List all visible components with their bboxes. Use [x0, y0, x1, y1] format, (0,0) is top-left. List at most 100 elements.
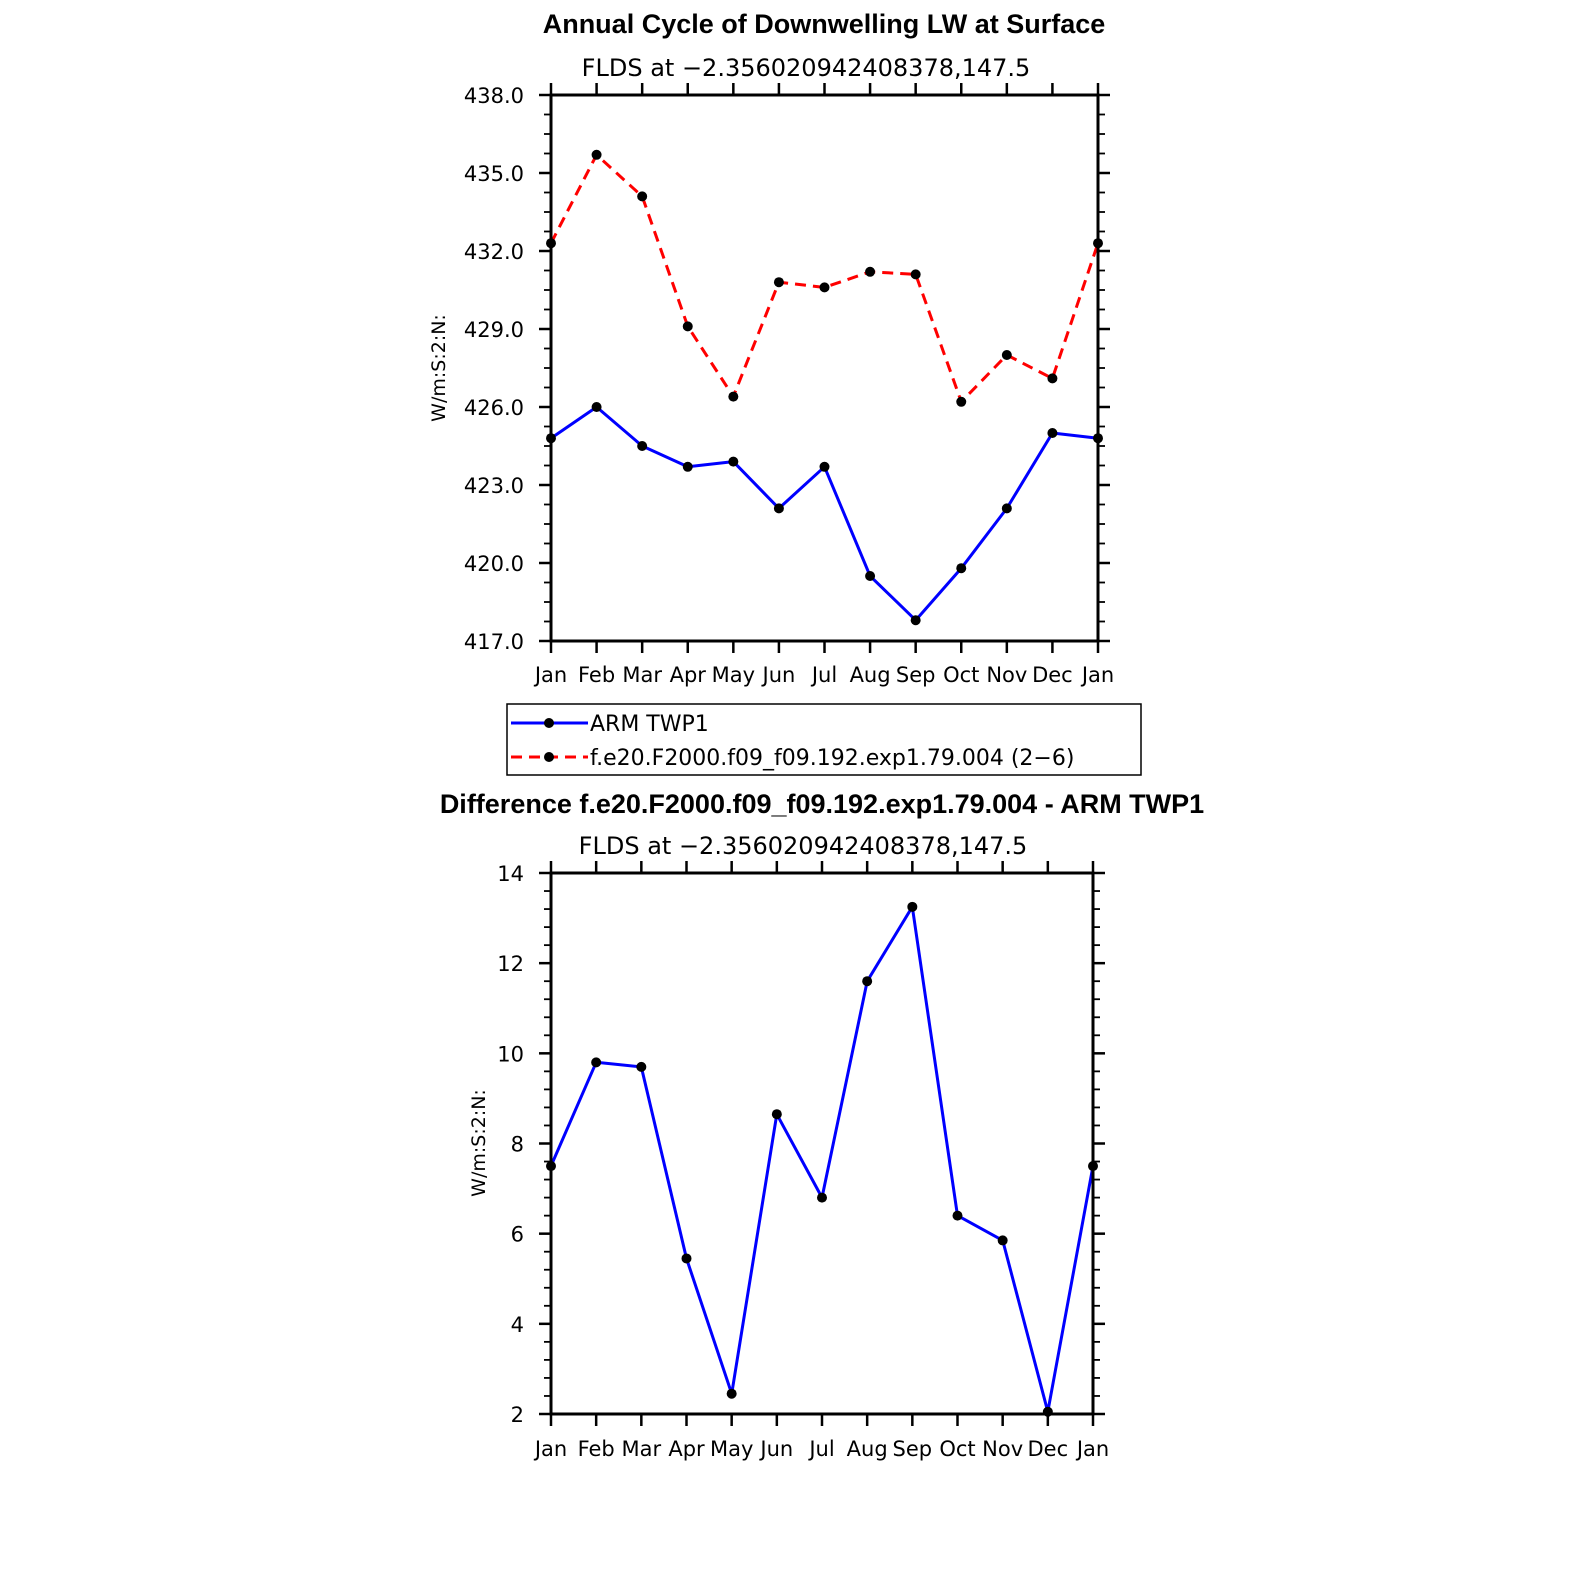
x-tick-label: Dec: [1032, 663, 1073, 687]
y-tick-label: 417.0: [464, 630, 524, 654]
data-point: [910, 269, 921, 280]
y-tick-label: 8: [511, 1133, 524, 1157]
x-tick-label: Jan: [533, 663, 567, 687]
x-tick-label: Aug: [850, 663, 891, 687]
x-tick-labels: Jan Feb Mar Apr May Jun Jul Aug Sep Oct Nov Dec Jan: [533, 1437, 1109, 1461]
x-tick-label: Jun: [758, 1437, 793, 1461]
data-point: [728, 391, 739, 402]
y-tick-label: 2: [511, 1403, 524, 1427]
data-point: [682, 321, 693, 332]
plot-series: [546, 901, 1098, 1417]
data-point: [997, 1235, 1008, 1246]
y-tick-label: 429.0: [464, 318, 524, 342]
legend-marker: [544, 718, 554, 728]
legend-entry-model: f.e20.F2000.f09_f09.192.exp1.79.004 (2−6…: [511, 746, 1074, 771]
x-tick-label: Oct: [943, 663, 979, 687]
data-point: [819, 461, 830, 472]
panel-annual-cycle: Annual Cycle of Downwelling LW at Surfac…: [428, 9, 1142, 776]
x-tick-label: Apr: [670, 663, 707, 687]
x-tick-label: May: [710, 1437, 753, 1461]
data-point: [907, 901, 918, 912]
plot-frame: [549, 871, 1095, 1416]
series-line-0: [550, 405, 1099, 622]
y-tick-label: 10: [497, 1042, 524, 1066]
x-tick-label: Mar: [622, 663, 662, 687]
data-point: [956, 396, 967, 407]
data-point: [1047, 373, 1058, 384]
x-tick-label: Sep: [893, 1437, 933, 1461]
data-point: [681, 1253, 692, 1264]
y-tick-label: 14: [497, 862, 524, 886]
chart-title: Difference f.e20.F2000.f09_f09.192.exp1.…: [440, 789, 1204, 819]
data-point: [682, 461, 693, 472]
data-point: [1047, 428, 1058, 438]
chart-subtitle: FLDS at −2.356020942408378,147.5: [582, 54, 1031, 82]
data-point: [591, 149, 602, 160]
legend-entry-arm-twp1: ARM TWP1: [511, 712, 709, 737]
y-tick-labels: 417.0 420.0 423.0 426.0 429.0 432.0 435.0 438.0: [464, 84, 524, 654]
data-point: [1001, 503, 1012, 514]
y-tick-label: 420.0: [464, 552, 524, 576]
y-tick-labels: 2 4 6 8 10 12 14: [497, 862, 524, 1427]
y-tick-label: 426.0: [464, 396, 524, 420]
y-tick-label: 4: [511, 1313, 524, 1337]
data-point: [637, 191, 648, 202]
data-point: [591, 1057, 602, 1068]
x-tick-label: Nov: [986, 663, 1027, 687]
plot-frame: [549, 93, 1100, 643]
x-tick-labels: Jan Feb Mar Apr May Jun Jul Aug Sep Oct Nov Dec Jan: [533, 663, 1114, 687]
x-tick-label: Jul: [807, 1437, 834, 1461]
x-tick-label: Jan: [1075, 1437, 1109, 1461]
x-tick-label: Nov: [982, 1437, 1023, 1461]
x-tick-label: Jan: [533, 1437, 567, 1461]
y-axis-label: W/m:S:2:N:: [468, 1089, 490, 1197]
data-point: [862, 976, 873, 987]
axis-ticks: [539, 83, 1110, 653]
data-point: [773, 503, 784, 514]
data-point: [636, 1061, 647, 1072]
axis-ticks: [539, 861, 1105, 1426]
data-point: [591, 402, 602, 412]
y-tick-label: 6: [511, 1223, 524, 1247]
chart-subtitle: FLDS at −2.356020942408378,147.5: [579, 832, 1028, 860]
data-point: [771, 1109, 782, 1120]
data-point: [637, 441, 648, 451]
x-tick-label: Dec: [1028, 1437, 1069, 1461]
data-point: [819, 282, 830, 293]
x-tick-label: Jan: [1080, 663, 1114, 687]
x-tick-label: Feb: [578, 1437, 615, 1461]
y-tick-label: 423.0: [464, 474, 524, 498]
series-line-1: [549, 153, 1100, 404]
data-point: [865, 571, 876, 581]
y-tick-label: 438.0: [464, 84, 524, 108]
y-tick-label: 432.0: [464, 240, 524, 264]
legend-label: f.e20.F2000.f09_f09.192.exp1.79.004 (2−6…: [590, 746, 1074, 771]
legend-box: [506, 703, 1142, 776]
legend-marker: [544, 752, 554, 762]
series-line-0: [549, 905, 1095, 1414]
panel-difference: Difference f.e20.F2000.f09_f09.192.exp1.…: [440, 789, 1204, 1461]
y-tick-label: 12: [497, 952, 524, 976]
legend-label: ARM TWP1: [590, 712, 709, 737]
data-point: [773, 277, 784, 288]
legend: ARM TWP1 f.e20.F2000.f09_f09.192.exp1.79…: [506, 703, 1142, 776]
x-tick-label: Jul: [810, 663, 837, 687]
y-tick-label: 435.0: [464, 162, 524, 186]
x-tick-label: Oct: [939, 1437, 975, 1461]
x-tick-label: Feb: [578, 663, 615, 687]
x-tick-label: Apr: [668, 1437, 705, 1461]
x-tick-label: Jun: [761, 663, 796, 687]
data-point: [817, 1192, 827, 1203]
data-point: [728, 456, 739, 467]
plot-series: [546, 149, 1103, 626]
data-point: [865, 266, 876, 277]
x-tick-label: Mar: [622, 1437, 662, 1461]
x-tick-label: Aug: [847, 1437, 888, 1461]
data-point: [952, 1210, 963, 1221]
data-point: [726, 1388, 737, 1399]
y-axis-label: W/m:S:2:N:: [428, 314, 450, 422]
x-tick-label: May: [712, 663, 755, 687]
chart-title: Annual Cycle of Downwelling LW at Surfac…: [543, 9, 1106, 39]
data-point: [1001, 350, 1012, 360]
